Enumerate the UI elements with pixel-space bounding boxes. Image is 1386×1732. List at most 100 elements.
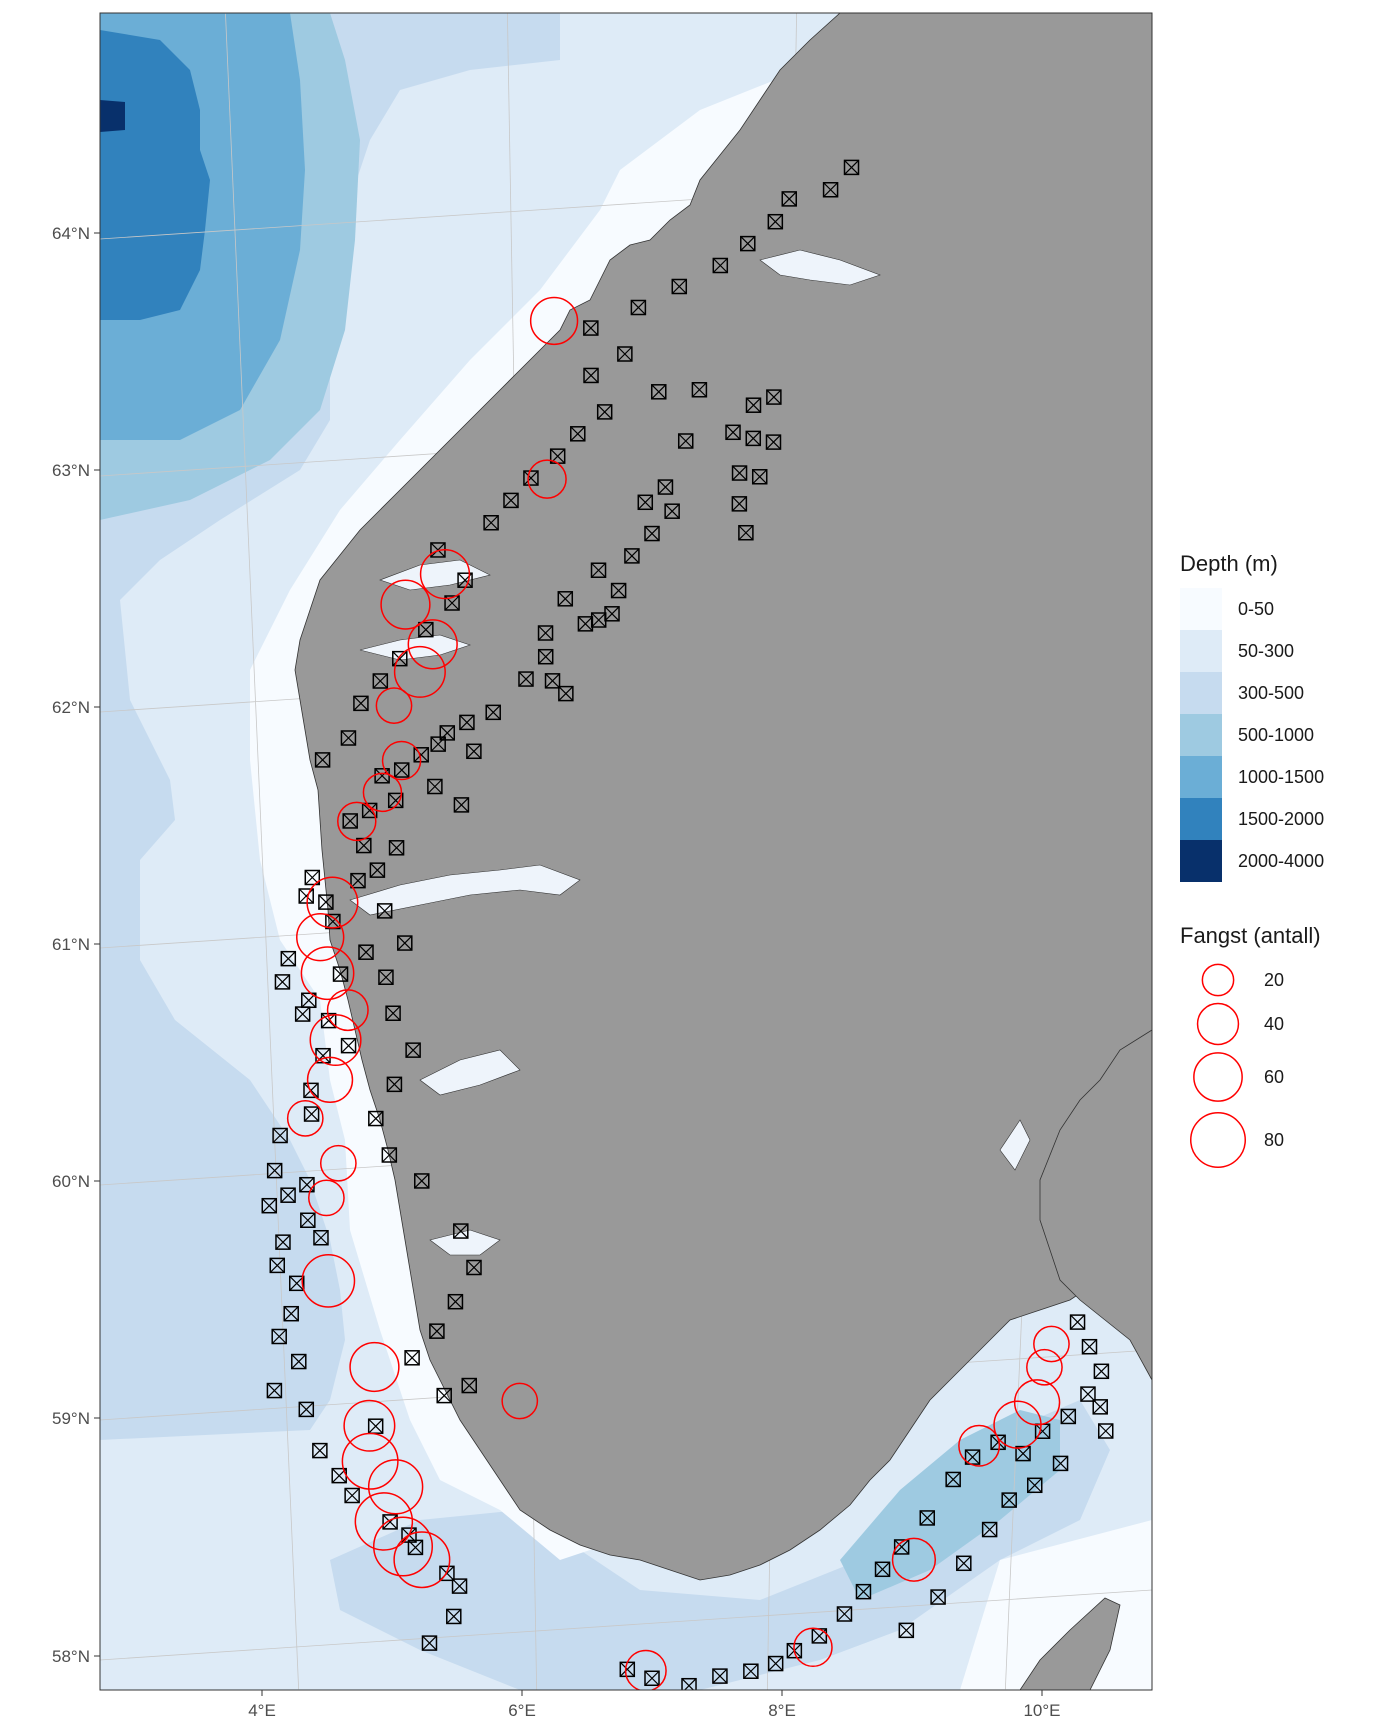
station-marker: [372, 673, 389, 689]
station-marker: [427, 778, 443, 795]
station-marker: [945, 1471, 961, 1488]
station-marker: [466, 743, 482, 760]
catch-legend-circle: [1193, 1052, 1243, 1102]
catch-legend-circle: [1189, 1111, 1247, 1169]
station-marker: [657, 479, 674, 495]
station-marker: [781, 191, 798, 207]
station-marker: [1081, 1338, 1098, 1355]
station-marker: [340, 730, 357, 746]
station-marker: [266, 1162, 283, 1179]
land-denmark: [1019, 1597, 1121, 1690]
station-marker: [271, 1328, 287, 1345]
station-marker: [340, 1037, 357, 1054]
station-marker: [836, 1606, 853, 1622]
station-marker: [269, 1257, 286, 1274]
station-marker: [898, 1622, 915, 1639]
station-marker: [451, 1578, 468, 1594]
station-marker: [387, 792, 404, 809]
lon-tick-8: 8°E: [768, 1701, 796, 1720]
station-marker: [590, 612, 607, 628]
station-marker: [1092, 1399, 1108, 1415]
catch-circle: [300, 946, 355, 1001]
station-marker: [518, 671, 534, 687]
station-marker: [388, 840, 405, 856]
fjords: [349, 249, 1031, 1256]
station-marker: [382, 1514, 398, 1530]
lat-tick-61: 61°N: [52, 935, 90, 954]
station-marker: [617, 346, 633, 362]
station-marker: [644, 525, 660, 542]
station-marker: [570, 426, 586, 442]
station-marker: [446, 1608, 462, 1625]
catch-circle: [393, 645, 446, 698]
depth-legend-title: Depth (m): [1180, 551, 1278, 576]
catch-legend-label: 40: [1264, 1014, 1284, 1034]
station-marker: [376, 903, 393, 919]
catch-legend-label: 20: [1264, 970, 1284, 990]
depth-legend-label: 300-500: [1238, 683, 1304, 703]
depth-band-2000-4000: [100, 100, 125, 132]
lat-tick-64: 64°N: [52, 224, 90, 243]
catch-circle: [349, 1341, 400, 1393]
station-marker: [766, 389, 782, 405]
station-marker: [405, 1042, 421, 1058]
depth-legend-label: 50-300: [1238, 641, 1294, 661]
station-marker: [544, 673, 561, 689]
station-marker: [392, 650, 408, 667]
station-marker: [644, 1670, 660, 1687]
depth-legend-swatch: [1180, 588, 1222, 630]
catch-legend-circle: [1201, 963, 1235, 997]
station-marker: [740, 235, 756, 252]
station-marker: [283, 1305, 299, 1322]
land-sweden-corner: [1039, 1029, 1152, 1381]
station-marker: [275, 1234, 291, 1250]
station-marker: [266, 1382, 283, 1399]
station-marker: [414, 1173, 430, 1189]
station-marker: [1015, 1445, 1031, 1462]
catch-circles: [286, 296, 1070, 1690]
station-marker: [583, 320, 599, 336]
depth-legend-label: 2000-4000: [1238, 851, 1324, 871]
lat-tick-58: 58°N: [52, 1647, 90, 1666]
lon-tick-10: 10°E: [1023, 1701, 1060, 1720]
station-marker: [596, 404, 613, 420]
station-marker: [453, 1223, 469, 1239]
station-marker: [1026, 1477, 1043, 1494]
station-marker: [429, 1323, 445, 1339]
station-marker: [313, 1229, 329, 1246]
station-marker: [537, 625, 554, 641]
station-marker: [298, 888, 314, 904]
station-marker: [288, 1275, 305, 1292]
station-marker: [272, 1127, 288, 1144]
station-marker: [294, 1006, 311, 1022]
catch-circle: [286, 1099, 324, 1137]
catch-circle: [306, 1056, 354, 1104]
station-marker: [583, 367, 599, 384]
station-marker: [1001, 1492, 1017, 1508]
depth-legend-swatch: [1180, 714, 1222, 756]
station-marker: [447, 1293, 464, 1310]
lon-tick-4: 4°E: [248, 1701, 276, 1720]
station-marker: [919, 1510, 936, 1526]
depth-legend-label: 500-1000: [1238, 725, 1314, 745]
catch-circle: [308, 1179, 345, 1217]
station-marker: [303, 1082, 319, 1099]
station-marker: [843, 159, 860, 176]
station-marker: [466, 1259, 482, 1276]
catch-circle: [296, 913, 345, 962]
station-marker: [459, 714, 475, 731]
station-marker: [280, 950, 297, 967]
station-marker: [767, 213, 784, 230]
station-marker: [453, 797, 470, 813]
catch-circle: [624, 1649, 667, 1690]
station-marker: [461, 1377, 477, 1394]
station-marker: [369, 862, 386, 878]
depth-legend: Depth (m) 0-50 50-300 300-500 500-1000 1000-…: [1180, 551, 1324, 882]
station-marker: [637, 494, 654, 511]
y-axis: 58°N 59°N 60°N 61°N 62°N 63°N 64°N: [52, 224, 100, 1666]
station-marker: [378, 969, 394, 985]
station-marker: [558, 685, 574, 702]
station-marker: [350, 872, 366, 889]
station-marker: [1069, 1314, 1086, 1330]
station-marker: [367, 1418, 384, 1434]
